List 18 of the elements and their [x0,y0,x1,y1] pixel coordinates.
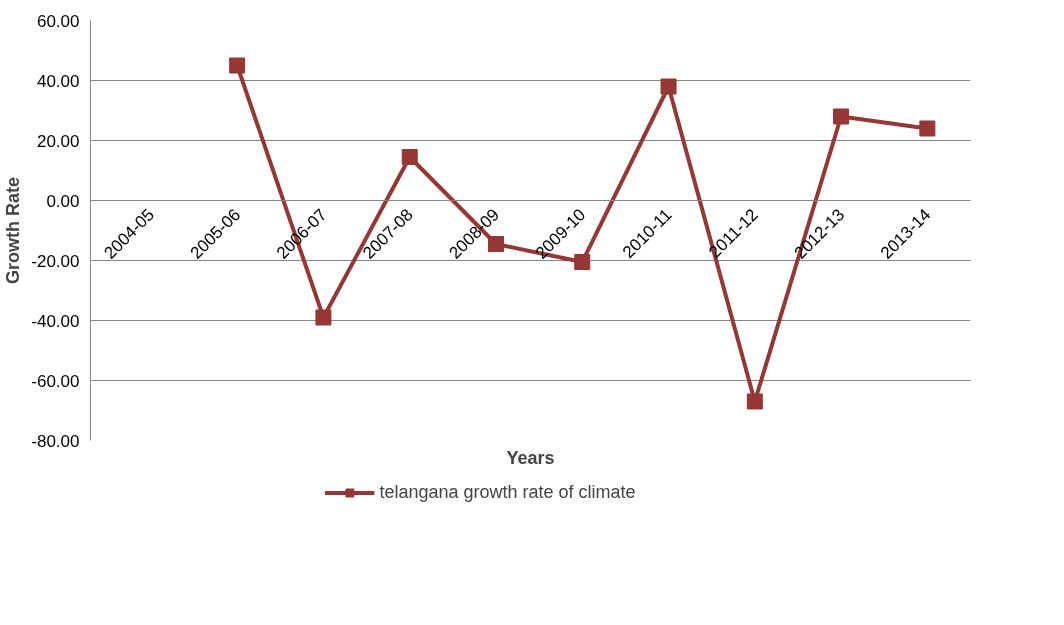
y-axis-title: Growth Rate [3,176,24,284]
y-tick-label: 0.00 [46,191,80,211]
y-tick-label: 60.00 [36,11,80,31]
y-tick-label: -20.00 [31,251,80,271]
legend-label: telangana growth rate of climate [379,481,636,503]
y-tick-label: -60.00 [31,371,80,391]
point [315,309,332,326]
point [660,78,677,95]
point [401,149,418,165]
point [833,108,850,125]
y-tick-label: 40.00 [36,71,80,91]
y-tick-label: -80.00 [31,431,80,451]
y-tick-label: -40.00 [31,311,80,331]
y-tick-label: 20.00 [36,131,80,151]
point [746,393,763,410]
x-axis-title: Years [506,447,555,468]
point [229,57,246,74]
point [919,120,936,137]
